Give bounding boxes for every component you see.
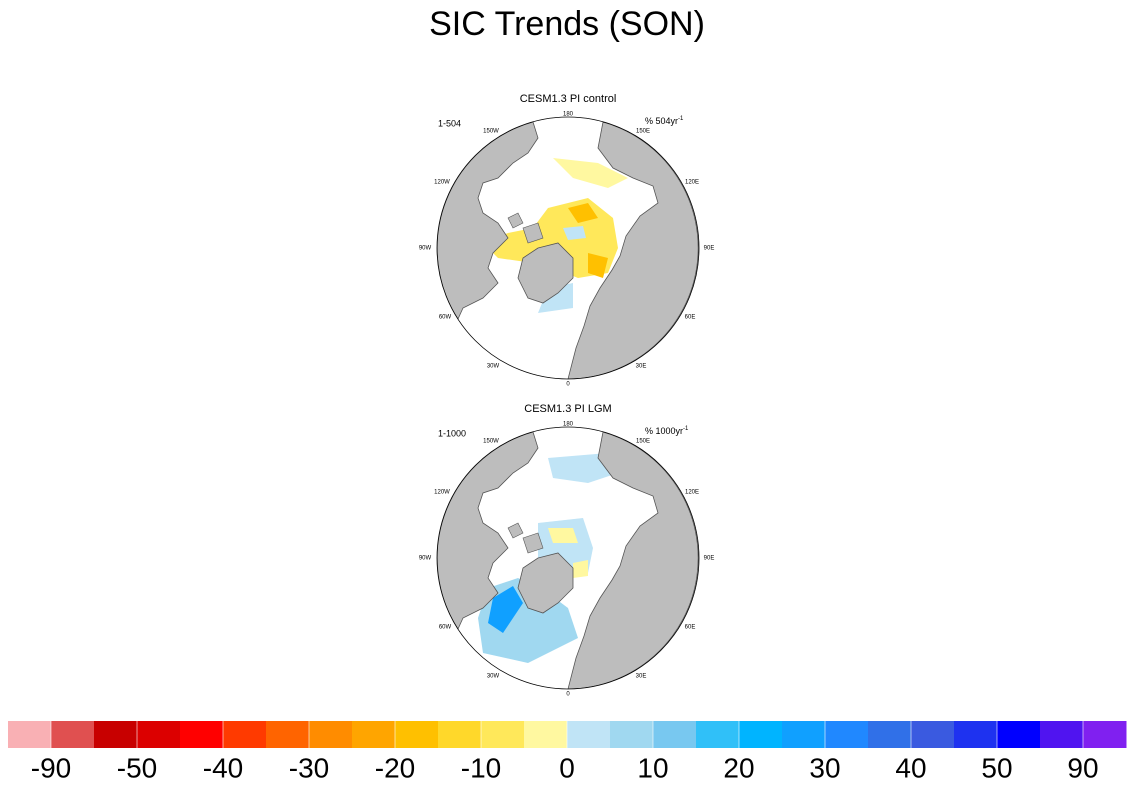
colorbar-box — [266, 721, 310, 748]
colorbar-box — [911, 721, 955, 748]
colorbar-box — [997, 721, 1041, 748]
colorbar-box — [524, 721, 568, 748]
longitude-label: 30E — [636, 364, 647, 370]
trend-patch — [488, 586, 523, 633]
colorbar-box — [94, 721, 138, 748]
colorbar-box — [137, 721, 181, 748]
longitude-label: 90E — [704, 246, 715, 252]
unit-text: % 504yr — [645, 116, 678, 126]
longitude-label: 30W — [487, 364, 500, 370]
colorbar-label: 0 — [559, 752, 575, 783]
colorbar-label: 10 — [637, 752, 668, 783]
colorbar-label: 20 — [723, 752, 754, 783]
colorbar-box — [782, 721, 826, 748]
longitude-label: 120E — [685, 180, 699, 186]
colorbar-box — [653, 721, 697, 748]
longitude-label: 90W — [419, 556, 432, 562]
colorbar-label: -10 — [461, 752, 501, 783]
trend-patch — [568, 203, 608, 278]
unit-superscript: -1 — [683, 426, 689, 432]
trend-patch — [548, 528, 588, 578]
colorbar-label: -20 — [375, 752, 415, 783]
map-panel: 180 150W 150E 120W 120E 90W 90E 60W 60E 30W 30E 0 — [419, 422, 715, 698]
colorbar-box — [739, 721, 783, 748]
longitude-label: 150E — [636, 439, 650, 445]
colorbar-box — [395, 721, 439, 748]
colorbar-box — [696, 721, 740, 748]
trend-patch — [553, 158, 628, 188]
map-border — [436, 426, 700, 690]
longitude-label: 0 — [566, 692, 570, 698]
panel-left-label: 1-1000 — [438, 428, 466, 438]
figure-title: SIC Trends (SON) — [429, 5, 705, 43]
longitude-label: 120E — [685, 490, 699, 496]
colorbar-label: 90 — [1067, 752, 1098, 783]
colorbar-box — [352, 721, 396, 748]
colorbar-label: 50 — [981, 752, 1012, 783]
panel-right-label: % 1000yr-1 — [645, 426, 689, 437]
colorbar-label: -90 — [31, 752, 71, 783]
longitude-label: 150W — [483, 129, 499, 135]
longitude-label: 60W — [439, 315, 452, 321]
map-border — [436, 116, 700, 380]
panel-left-label: 1-504 — [438, 118, 461, 128]
longitude-label: 120W — [434, 180, 450, 186]
longitude-label: 60W — [439, 625, 452, 631]
longitude-label: 180 — [563, 422, 574, 428]
colorbar-box — [1083, 721, 1127, 748]
colorbar-label: -30 — [289, 752, 329, 783]
colorbar-box — [610, 721, 654, 748]
colorbar-box — [309, 721, 353, 748]
unit-superscript: -1 — [678, 116, 684, 122]
colorbar-box — [567, 721, 611, 748]
colorbar-box — [180, 721, 224, 748]
longitude-label: 90E — [704, 556, 715, 562]
unit-text: % 1000yr — [645, 426, 683, 436]
colorbar-box — [223, 721, 267, 748]
panel-title: CESM1.3 PI control — [520, 93, 617, 105]
colorbar: -90 -50 -40 -30 -20 -10 0 10 20 30 40 50 90 — [8, 721, 1127, 783]
colorbar-label: 30 — [809, 752, 840, 783]
colorbar-label: -50 — [117, 752, 157, 783]
colorbar-box — [868, 721, 912, 748]
colorbar-box — [51, 721, 95, 748]
map-panel: 180 150W 150E 120W 120E 90W 90E 60W 60E 30W 30E 0 — [419, 112, 715, 388]
panel-right-label: % 504yr-1 — [645, 116, 684, 127]
longitude-label: 180 — [563, 112, 574, 118]
longitude-label: 150E — [636, 129, 650, 135]
panel-title: CESM1.3 PI LGM — [524, 403, 611, 415]
colorbar-box — [825, 721, 869, 748]
colorbar-box — [438, 721, 482, 748]
colorbar-label: -40 — [203, 752, 243, 783]
longitude-label: 150W — [483, 439, 499, 445]
colorbar-box — [1040, 721, 1084, 748]
longitude-label: 120W — [434, 490, 450, 496]
colorbar-box — [954, 721, 998, 748]
colorbar-label: 40 — [895, 752, 926, 783]
longitude-label: 60E — [685, 315, 696, 321]
colorbar-box — [481, 721, 525, 748]
longitude-label: 90W — [419, 246, 432, 252]
longitude-label: 30E — [636, 674, 647, 680]
longitude-label: 30W — [487, 674, 500, 680]
colorbar-box — [8, 721, 52, 748]
longitude-label: 60E — [685, 625, 696, 631]
longitude-label: 0 — [566, 382, 570, 388]
